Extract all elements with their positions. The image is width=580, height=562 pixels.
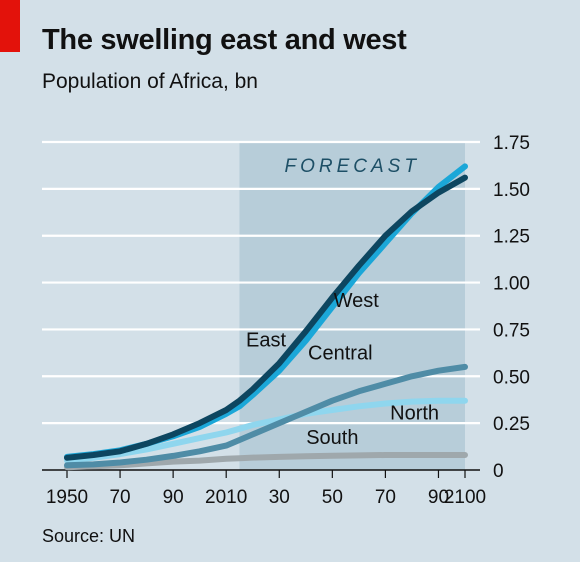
x-tick-label: 50 <box>322 487 343 508</box>
x-tick-label: 90 <box>428 487 449 508</box>
source-note: Source: UN <box>42 526 136 546</box>
chart-subtitle: Population of Africa, bn <box>42 70 258 93</box>
x-tick-label: 2100 <box>444 487 486 508</box>
chart-title: The swelling east and west <box>42 24 407 56</box>
forecast-label: FORECAST <box>285 156 420 177</box>
series-line-north <box>64 397 468 464</box>
y-tick-label: 1.25 <box>493 227 530 248</box>
series-label-east: East <box>246 329 286 351</box>
series-label-central: Central <box>308 342 372 364</box>
y-tick-label: 1.00 <box>493 274 530 295</box>
y-tick-label: 0 <box>493 461 504 482</box>
red-corner-tag <box>0 0 20 52</box>
y-tick-label: 0.75 <box>493 320 530 341</box>
x-tick-label: 70 <box>109 487 130 508</box>
y-tick-label: 0.25 <box>493 414 530 435</box>
x-tick-label: 70 <box>375 487 396 508</box>
series-label-north: North <box>390 402 439 424</box>
series-line-east <box>64 174 468 461</box>
x-tick-label: 1950 <box>46 487 88 508</box>
x-tick-label: 30 <box>269 487 290 508</box>
series-line-central <box>64 363 468 469</box>
y-tick-label: 1.75 <box>493 133 530 154</box>
y-tick-label: 0.50 <box>493 367 530 388</box>
x-tick-label: 2010 <box>205 487 247 508</box>
x-tick-label: 90 <box>163 487 184 508</box>
series-label-south: South <box>306 427 358 449</box>
series-line-south <box>64 452 468 471</box>
series-label-west: West <box>334 290 380 312</box>
y-tick-label: 1.50 <box>493 180 530 201</box>
